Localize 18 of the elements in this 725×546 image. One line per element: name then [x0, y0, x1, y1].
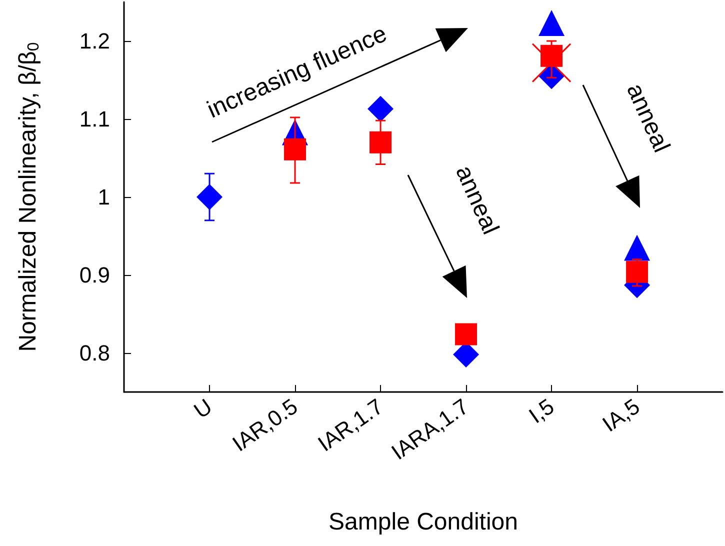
- x-tick-label: IA,5: [598, 394, 644, 437]
- point: [624, 234, 650, 261]
- y-tick-label: 1: [98, 184, 110, 210]
- y-tick-label: 1.1: [79, 106, 110, 132]
- point: [626, 260, 648, 283]
- point: [538, 10, 565, 36]
- point: [455, 323, 478, 346]
- point: [368, 96, 394, 122]
- x-tick-label: I,5: [524, 394, 559, 428]
- x-axis-title: Sample Condition: [328, 508, 518, 536]
- point: [284, 138, 306, 160]
- y-tick-label: 0.8: [79, 340, 110, 366]
- y-tick-label: 0.9: [79, 262, 110, 288]
- y-tick-label: 1.2: [79, 28, 110, 54]
- y-axis-title: Normalized Nonlinearity, β/β0: [14, 42, 42, 352]
- x-tick-label: U: [189, 394, 217, 424]
- point: [532, 43, 572, 83]
- point: [370, 131, 392, 154]
